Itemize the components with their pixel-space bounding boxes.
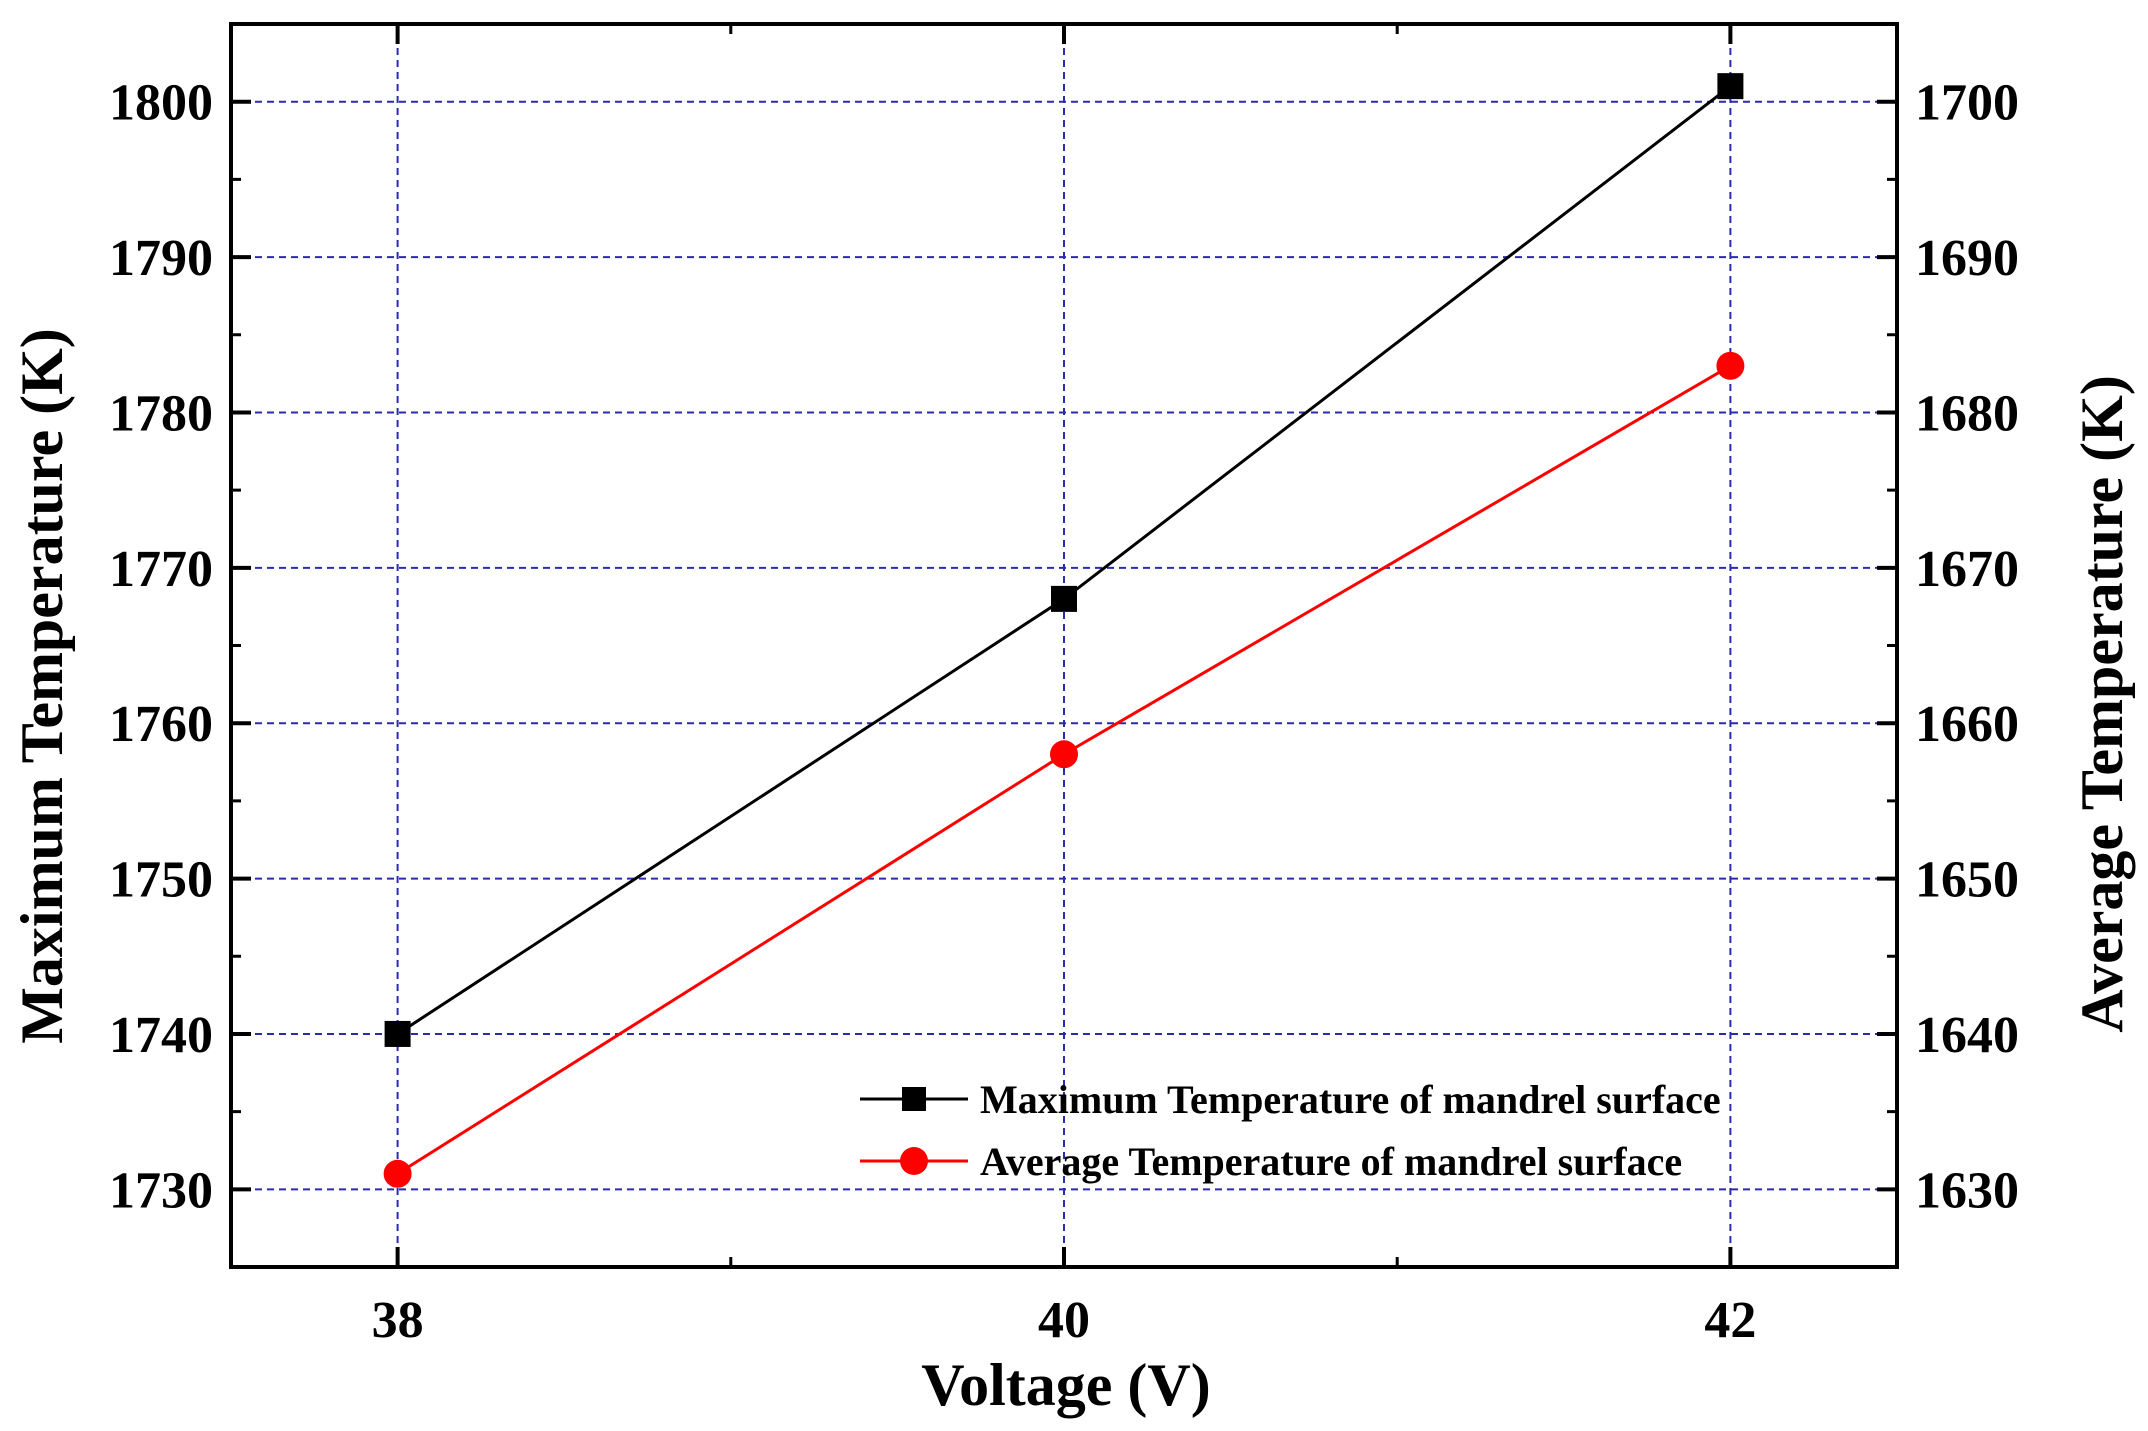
y-right-tick-label: 1630 bbox=[1915, 1162, 2019, 1219]
axis-ticks bbox=[231, 22, 1897, 1269]
y-left-tick-label: 1740 bbox=[109, 1007, 213, 1064]
y-right-tick-label: 1650 bbox=[1915, 852, 2019, 909]
y-right-tick-label: 1690 bbox=[1915, 230, 2019, 287]
data-point-avg bbox=[383, 1159, 412, 1188]
data-point-avg bbox=[1050, 740, 1078, 769]
y-left-tick-label: 1770 bbox=[109, 541, 213, 598]
y-right-tick-label: 1700 bbox=[1915, 75, 2019, 132]
plot-frame bbox=[229, 22, 1899, 1269]
y-axis-title-left: Maximum Temperature (K) bbox=[9, 328, 75, 1043]
x-tick-label: 42 bbox=[1704, 1292, 1756, 1349]
data-point-max bbox=[384, 1020, 411, 1047]
y-right-tick-label: 1680 bbox=[1915, 385, 2019, 442]
y-left-tick-label: 1790 bbox=[109, 230, 213, 287]
y-right-tick-label: 1670 bbox=[1915, 541, 2019, 598]
y-left-tick-label: 1730 bbox=[109, 1162, 213, 1219]
x-tick-label: 38 bbox=[372, 1292, 424, 1349]
y-left-tick-label: 1760 bbox=[109, 696, 213, 753]
legend-label-avg: Average Temperature of mandrel surface bbox=[980, 1139, 1682, 1184]
y-left-tick-label: 1780 bbox=[109, 385, 213, 442]
y-right-tick-label: 1640 bbox=[1915, 1007, 2019, 1064]
y-left-tick-label: 1800 bbox=[109, 75, 213, 132]
x-tick-label: 40 bbox=[1038, 1292, 1090, 1349]
legend: Maximum Temperature of mandrel surface A… bbox=[860, 1077, 1721, 1184]
data-point-max bbox=[1051, 585, 1077, 612]
data-point-max bbox=[1717, 73, 1744, 100]
y-right-tick-label: 1660 bbox=[1915, 696, 2019, 753]
series bbox=[383, 73, 1745, 1188]
tick-labels: 38 40 42 1730 1740 1750 1760 1770 1780 1790 1800 16… bbox=[109, 75, 2019, 1349]
y-left-tick-label: 1750 bbox=[109, 852, 213, 909]
x-axis-title: Voltage (V) bbox=[921, 1352, 1210, 1418]
legend-marker-avg bbox=[900, 1147, 928, 1175]
legend-label-max: Maximum Temperature of mandrel surface bbox=[980, 1077, 1721, 1122]
legend-marker-max bbox=[902, 1087, 926, 1111]
grid bbox=[231, 24, 1897, 1267]
y-axis-title-right: Average Temperature (K) bbox=[2069, 375, 2135, 1033]
data-point-avg bbox=[1716, 351, 1745, 380]
